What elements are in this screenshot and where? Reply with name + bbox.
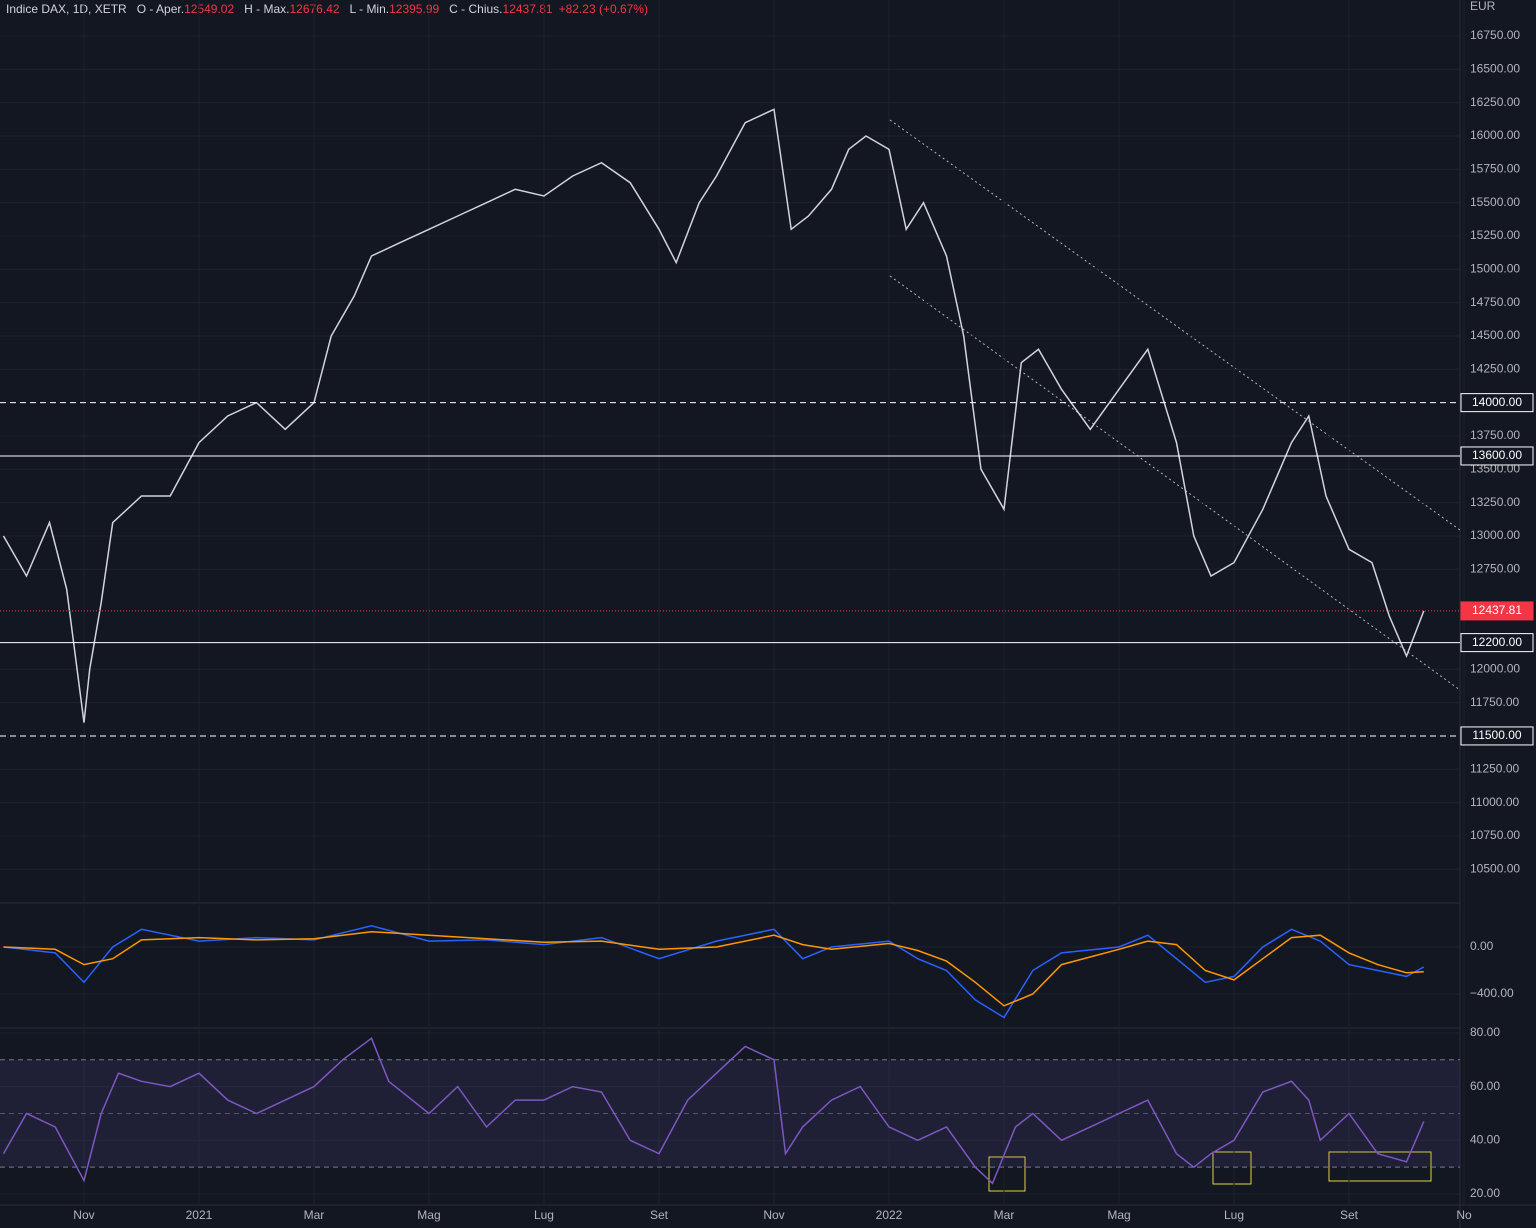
level-tag — [1460, 601, 1534, 621]
level-label: 12437.81 — [1472, 603, 1522, 617]
level-tag — [1460, 633, 1534, 653]
y-tick-label: 13000.00 — [1470, 528, 1520, 542]
x-tick-label: Mag — [417, 1208, 440, 1222]
series-line — [3, 925, 1425, 1019]
y-tick-label: 16750.00 — [1470, 28, 1520, 42]
y-tick-label: 13250.00 — [1470, 495, 1520, 509]
ohlc-value: 12437.81 — [503, 2, 553, 16]
x-tick-label: Nov — [763, 1208, 784, 1222]
y-tick-label: 16250.00 — [1470, 95, 1520, 109]
x-tick-label: 2021 — [186, 1208, 213, 1222]
ohlc-value: 12395.99 — [389, 2, 439, 16]
level-label: 13600.00 — [1472, 448, 1522, 462]
level-label: 14000.00 — [1472, 395, 1522, 409]
highlight-box — [988, 1156, 1026, 1192]
title: Indice DAX, 1D, XETR — [6, 2, 127, 16]
y-tick-label: 16500.00 — [1470, 62, 1520, 76]
y-tick-label: 80.00 — [1470, 1025, 1500, 1039]
ohlc-label: C - Chius. — [449, 2, 502, 16]
level-tag — [1460, 393, 1534, 413]
y-tick-label: 15500.00 — [1470, 195, 1520, 209]
y-tick-label: 16000.00 — [1470, 128, 1520, 142]
header: Indice DAX, 1D, XETR O - Aper.12549.02 H -… — [6, 2, 648, 16]
series-line — [2, 108, 1425, 723]
x-tick-label: Lug — [1224, 1208, 1244, 1222]
x-tick-label: Nov — [73, 1208, 94, 1222]
x-tick-label: Mar — [304, 1208, 325, 1222]
y-tick-label: 0.00 — [1470, 939, 1494, 953]
level-tag — [1460, 446, 1534, 466]
y-tick-label: 10750.00 — [1470, 828, 1520, 842]
y-tick-label: 10500.00 — [1470, 861, 1520, 875]
ohlc-value: 12549.02 — [184, 2, 234, 16]
highlight-box — [1328, 1151, 1432, 1182]
level-label: 12200.00 — [1472, 635, 1522, 649]
y-tick-label: 60.00 — [1470, 1079, 1500, 1093]
y-tick-label: 13750.00 — [1470, 428, 1520, 442]
x-tick-label: No — [1456, 1208, 1472, 1222]
ohlc-label: O - Aper. — [137, 2, 184, 16]
ohlc-label: L - Min. — [350, 2, 390, 16]
y-tick-label: 14750.00 — [1470, 295, 1520, 309]
level-label: 11500.00 — [1472, 728, 1521, 742]
y-tick-label: 20.00 — [1470, 1186, 1500, 1200]
level-tag — [1460, 726, 1534, 746]
y-tick-label: −400.00 — [1470, 986, 1514, 1000]
ohlc-label: H - Max. — [244, 2, 289, 16]
x-tick-label: Mar — [994, 1208, 1015, 1222]
x-tick-label: Lug — [534, 1208, 554, 1222]
x-tick-label: Set — [1340, 1208, 1359, 1222]
y-tick-label: 14250.00 — [1470, 361, 1520, 375]
x-tick-label: Mag — [1107, 1208, 1130, 1222]
change: +82.23 (+0.67%) — [559, 2, 648, 16]
y-tick-label: 15000.00 — [1470, 261, 1520, 275]
y-tick-label: 12000.00 — [1470, 661, 1520, 675]
y-tick-label: 11750.00 — [1470, 695, 1519, 709]
series-line — [3, 930, 1424, 1007]
series-line — [2, 1037, 1425, 1185]
x-tick-label: Set — [650, 1208, 669, 1222]
y-tick-label: 11000.00 — [1470, 795, 1519, 809]
trend-line — [889, 119, 1461, 531]
unit-label: EUR — [1470, 0, 1496, 13]
y-tick-label: 12750.00 — [1470, 561, 1520, 575]
y-tick-label: 15750.00 — [1470, 161, 1520, 175]
y-tick-label: 15250.00 — [1470, 228, 1520, 242]
y-tick-label: 11250.00 — [1470, 761, 1519, 775]
highlight-box — [1212, 1151, 1252, 1185]
x-tick-label: 2022 — [876, 1208, 903, 1222]
y-tick-label: 14500.00 — [1470, 328, 1520, 342]
y-tick-label: 40.00 — [1470, 1132, 1500, 1146]
ohlc-value: 12676.42 — [289, 2, 339, 16]
